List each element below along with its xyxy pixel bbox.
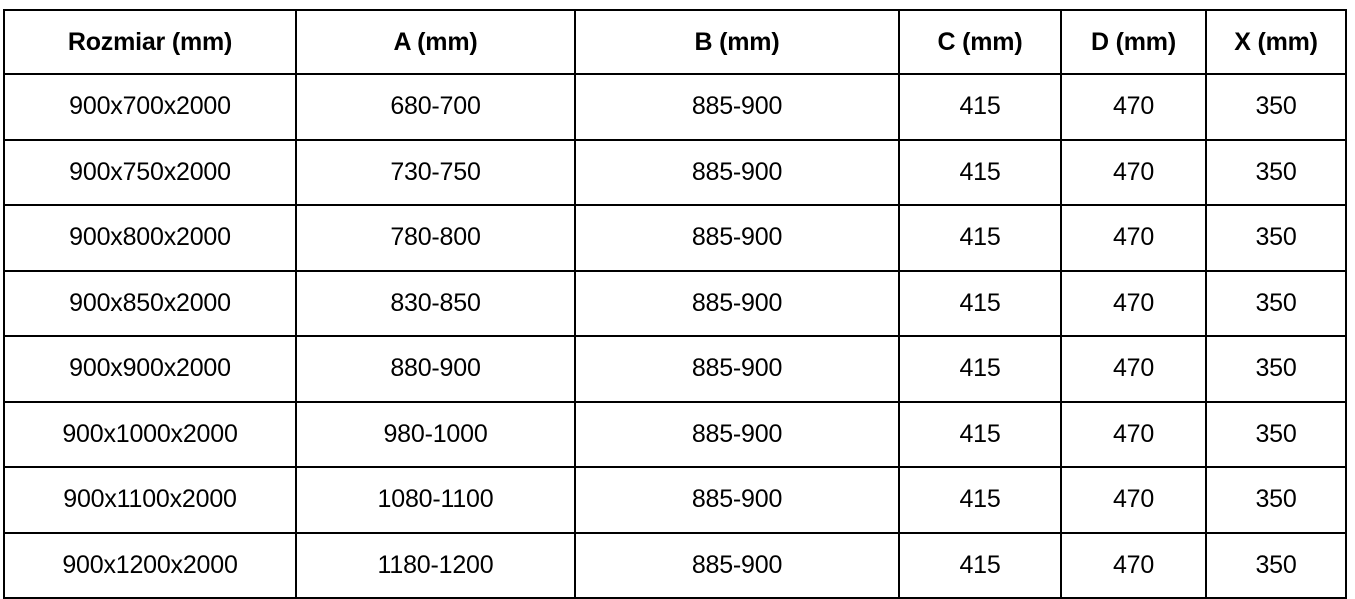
cell-x: 350	[1205, 138, 1347, 206]
table-row: 900x850x2000 830-850 885-900 415 470 350	[3, 269, 1347, 337]
cell-c: 415	[898, 269, 1062, 337]
cell-x: 350	[1205, 335, 1347, 403]
table-row: 900x1200x2000 1180-1200 885-900 415 470 …	[3, 531, 1347, 599]
cell-c: 415	[898, 531, 1062, 599]
column-header-a: A (mm)	[295, 9, 576, 75]
cell-size: 900x850x2000	[3, 269, 297, 337]
column-header-d: D (mm)	[1060, 9, 1207, 75]
cell-d: 470	[1060, 466, 1207, 534]
table-row: 900x1100x2000 1080-1100 885-900 415 470 …	[3, 466, 1347, 534]
cell-b: 885-900	[574, 269, 900, 337]
cell-x: 350	[1205, 73, 1347, 141]
dimensions-table: Rozmiar (mm) A (mm) B (mm) C (mm) D (mm)…	[3, 9, 1347, 599]
cell-a: 1080-1100	[295, 466, 576, 534]
cell-c: 415	[898, 73, 1062, 141]
cell-a: 880-900	[295, 335, 576, 403]
table-row: 900x900x2000 880-900 885-900 415 470 350	[3, 335, 1347, 403]
cell-d: 470	[1060, 335, 1207, 403]
cell-x: 350	[1205, 269, 1347, 337]
cell-b: 885-900	[574, 204, 900, 272]
cell-c: 415	[898, 400, 1062, 468]
cell-x: 350	[1205, 466, 1347, 534]
column-header-x: X (mm)	[1205, 9, 1347, 75]
cell-size: 900x1200x2000	[3, 531, 297, 599]
table-row: 900x700x2000 680-700 885-900 415 470 350	[3, 73, 1347, 141]
cell-x: 350	[1205, 400, 1347, 468]
cell-size: 900x900x2000	[3, 335, 297, 403]
cell-a: 730-750	[295, 138, 576, 206]
cell-c: 415	[898, 204, 1062, 272]
cell-size: 900x1000x2000	[3, 400, 297, 468]
column-header-rozmiar: Rozmiar (mm)	[3, 9, 297, 75]
cell-a: 1180-1200	[295, 531, 576, 599]
cell-b: 885-900	[574, 138, 900, 206]
cell-d: 470	[1060, 138, 1207, 206]
table-row: 900x750x2000 730-750 885-900 415 470 350	[3, 138, 1347, 206]
cell-b: 885-900	[574, 400, 900, 468]
table-header: Rozmiar (mm) A (mm) B (mm) C (mm) D (mm)…	[3, 9, 1347, 75]
cell-b: 885-900	[574, 531, 900, 599]
cell-a: 780-800	[295, 204, 576, 272]
column-header-b: B (mm)	[574, 9, 900, 75]
cell-b: 885-900	[574, 335, 900, 403]
cell-d: 470	[1060, 269, 1207, 337]
table-row: 900x800x2000 780-800 885-900 415 470 350	[3, 204, 1347, 272]
cell-d: 470	[1060, 531, 1207, 599]
cell-d: 470	[1060, 73, 1207, 141]
cell-x: 350	[1205, 204, 1347, 272]
cell-d: 470	[1060, 400, 1207, 468]
table-header-row: Rozmiar (mm) A (mm) B (mm) C (mm) D (mm)…	[3, 9, 1347, 75]
cell-size: 900x750x2000	[3, 138, 297, 206]
cell-c: 415	[898, 138, 1062, 206]
cell-d: 470	[1060, 204, 1207, 272]
cell-a: 980-1000	[295, 400, 576, 468]
cell-x: 350	[1205, 531, 1347, 599]
cell-c: 415	[898, 335, 1062, 403]
cell-c: 415	[898, 466, 1062, 534]
cell-size: 900x1100x2000	[3, 466, 297, 534]
cell-a: 680-700	[295, 73, 576, 141]
cell-b: 885-900	[574, 466, 900, 534]
table-body: 900x700x2000 680-700 885-900 415 470 350…	[3, 73, 1347, 599]
table-row: 900x1000x2000 980-1000 885-900 415 470 3…	[3, 400, 1347, 468]
cell-b: 885-900	[574, 73, 900, 141]
cell-size: 900x800x2000	[3, 204, 297, 272]
cell-a: 830-850	[295, 269, 576, 337]
cell-size: 900x700x2000	[3, 73, 297, 141]
column-header-c: C (mm)	[898, 9, 1062, 75]
